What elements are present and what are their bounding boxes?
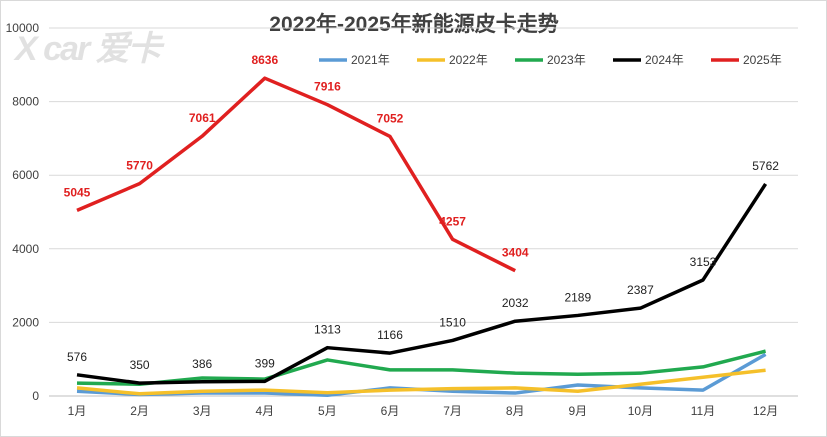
- x-tick-label: 11月: [691, 404, 715, 418]
- data-label: 5045: [64, 185, 91, 199]
- x-tick-label: 7月: [443, 404, 462, 418]
- data-label: 2032: [502, 296, 529, 310]
- x-tick-label: 5月: [318, 404, 337, 418]
- data-label: 4257: [439, 214, 466, 228]
- chart-title: 2022年-2025年新能源皮卡走势: [269, 12, 558, 36]
- x-tick-label: 3月: [193, 404, 212, 418]
- data-label: 1313: [314, 323, 341, 337]
- y-tick-label: 6000: [12, 168, 39, 182]
- x-tick-label: 6月: [381, 404, 400, 418]
- x-tick-label: 10月: [628, 404, 653, 418]
- legend-label: 2024年: [645, 53, 684, 67]
- x-tick-label: 2月: [130, 404, 149, 418]
- watermark-logo: X car 爱卡: [15, 30, 162, 68]
- data-label: 386: [192, 357, 212, 371]
- y-tick-label: 4000: [12, 242, 39, 256]
- legend-label: 2023年: [547, 53, 586, 67]
- x-tick-label: 9月: [568, 404, 587, 418]
- x-tick-label: 12月: [753, 404, 778, 418]
- data-label: 7061: [189, 111, 216, 125]
- series-line-2024年: [76, 183, 768, 385]
- data-label: 1510: [439, 315, 466, 329]
- y-tick-label: 2000: [12, 315, 39, 329]
- data-label: 399: [255, 356, 275, 370]
- data-label: 5770: [126, 159, 153, 173]
- data-label: 2387: [627, 283, 654, 297]
- data-label: 3153: [690, 255, 717, 269]
- data-label: 2189: [564, 290, 591, 304]
- data-label: 576: [67, 350, 87, 364]
- y-tick-label: 0: [32, 389, 39, 403]
- y-tick-label: 10000: [6, 21, 40, 35]
- data-label: 350: [130, 358, 150, 372]
- legend-label: 2025年: [743, 53, 782, 67]
- x-tick-label: 8月: [506, 404, 525, 418]
- data-label: 5762: [752, 159, 779, 173]
- data-label: 7916: [314, 80, 341, 94]
- data-label: 7052: [377, 111, 404, 125]
- legend-label: 2021年: [351, 53, 390, 67]
- series-line-2022年: [76, 368, 766, 396]
- data-label: 1166: [377, 328, 403, 342]
- y-tick-label: 8000: [12, 95, 39, 109]
- legend-label: 2022年: [449, 53, 488, 67]
- data-label: 8636: [251, 53, 278, 67]
- x-tick-label: 1月: [68, 404, 87, 418]
- series-line-2025年: [76, 76, 516, 273]
- series-line-2023年: [76, 349, 767, 386]
- data-label: 3404: [502, 246, 529, 260]
- x-tick-label: 4月: [255, 404, 274, 418]
